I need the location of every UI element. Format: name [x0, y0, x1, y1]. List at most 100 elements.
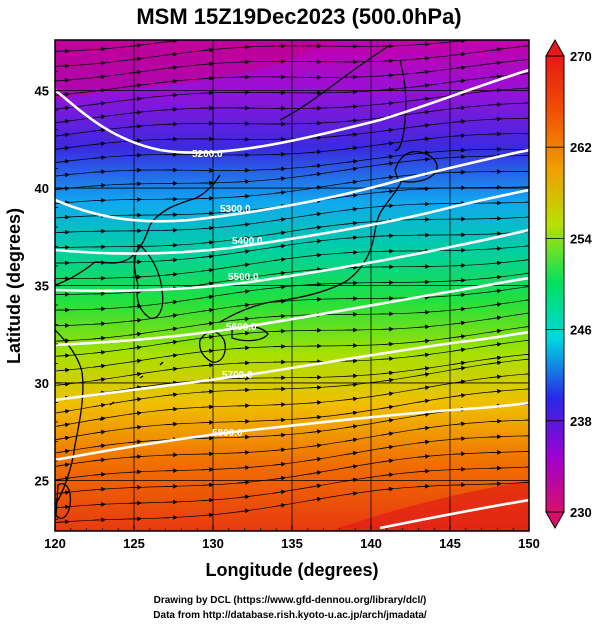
wind-arrow: [200, 211, 214, 216]
height-contours: [55, 68, 529, 530]
wind-arrow: [56, 229, 70, 235]
wind-arrow: [416, 454, 430, 459]
wind-arrow: [56, 435, 70, 441]
wind-arrow: [200, 240, 214, 245]
wind-arrow: [56, 353, 70, 358]
y-axis-label: Latitude (degrees): [4, 208, 24, 364]
wind-arrow: [236, 302, 250, 308]
wind-arrow: [524, 339, 529, 342]
wind-arrow: [128, 424, 142, 430]
wind-arrow: [416, 366, 430, 371]
credit-drawing: Drawing by DCL (https://www.gfd-dennou.o…: [154, 595, 427, 606]
wind-arrow: [416, 309, 430, 315]
wind-arrow: [380, 418, 394, 423]
colorbar-scale: [545, 55, 565, 513]
wind-arrow: [272, 284, 286, 290]
wind-arrow: [308, 414, 322, 420]
wind-arrow: [416, 136, 430, 142]
wind-arrow: [416, 338, 430, 344]
wind-arrow: [416, 385, 430, 391]
wind-arrow: [236, 235, 250, 241]
warm-pool-shading: [330, 480, 529, 531]
wind-arrow: [92, 169, 106, 175]
wind-arrow: [92, 335, 106, 341]
wind-arrow: [272, 489, 286, 495]
contour-label-5800: 5800.0: [212, 428, 243, 439]
wind-arrow: [308, 385, 322, 390]
wind-arrow: [416, 468, 430, 474]
wind-arrow: [272, 447, 286, 453]
wind-arrow: [344, 179, 358, 185]
wind-arrow: [416, 352, 430, 358]
wind-arrow: [488, 288, 502, 294]
wind-arrow: [200, 267, 214, 273]
wind-arrow: [344, 450, 358, 456]
wind-arrow: [524, 299, 529, 301]
wind-arrow: [308, 483, 322, 489]
wind-arrow: [164, 339, 178, 345]
x-tick-label: 145: [439, 536, 461, 551]
wind-arrow: [344, 166, 358, 172]
wind-arrow: [164, 392, 178, 398]
wind-arrow: [524, 326, 529, 328]
wind-arrow: [380, 444, 394, 450]
wind-arrow: [380, 141, 394, 146]
wind-arrow: [92, 101, 106, 106]
wind-arrow: [200, 47, 214, 53]
wind-arrow: [308, 281, 322, 287]
wind-arrow: [236, 262, 250, 268]
wind-arrow: [56, 63, 70, 69]
x-tick-label: 135: [281, 536, 303, 551]
y-tick-label: 45: [35, 84, 49, 99]
wind-arrow: [452, 278, 466, 283]
wind-arrow: [416, 439, 430, 445]
wind-arrow: [56, 449, 70, 454]
colorbar-tick-label: 254: [570, 231, 592, 246]
wind-arrow: [92, 74, 106, 80]
wind-arrow: [524, 353, 529, 355]
wind-arrow: [380, 356, 394, 362]
wind-arrow: [128, 385, 142, 390]
wind-arrow: [344, 437, 358, 443]
contour-label-5700: 5700.0: [222, 370, 253, 381]
wind-arrow: [200, 482, 214, 488]
wind-arrow: [272, 190, 286, 195]
wind-arrow: [488, 355, 502, 361]
wind-arrow: [236, 208, 250, 213]
wind-arrow: [56, 422, 70, 428]
wind-arrow: [164, 313, 178, 318]
grid-lines: [55, 40, 529, 531]
wind-arrow: [308, 211, 322, 217]
wind-arrow: [524, 388, 529, 390]
wind-arrow: [416, 123, 430, 128]
colorbar-tick-label: 270: [570, 49, 592, 64]
wind-arrow: [488, 231, 502, 237]
y-tick-label: 40: [35, 181, 49, 196]
wind-arrow: [344, 491, 358, 496]
wind-arrow: [200, 75, 214, 81]
credit-data: Data from http://database.rish.kyoto-u.a…: [153, 610, 427, 621]
wind-arrow: [452, 365, 466, 371]
wind-arrow: [344, 396, 358, 402]
wind-arrow: [236, 44, 250, 50]
wind-arrow: [236, 450, 250, 455]
wind-arrow: [236, 222, 250, 227]
colorbar-tick-label: 238: [570, 414, 592, 429]
wind-arrow: [128, 123, 142, 129]
wind-arrow: [236, 193, 250, 199]
wind-arrow: [524, 87, 529, 89]
wind-arrow: [452, 334, 466, 339]
wind-arrow: [380, 431, 394, 437]
wind-arrow: [56, 132, 70, 138]
wind-arrow: [272, 217, 286, 222]
y-axis-ticks: 25 30 35 40 45: [35, 51, 61, 520]
wind-arrow: [344, 373, 358, 379]
x-tick-label: 140: [360, 536, 382, 551]
wind-arrow: [380, 58, 394, 64]
wind-arrow: [308, 443, 322, 448]
wind-arrow: [488, 246, 502, 251]
wind-arrow: [488, 47, 502, 52]
wind-arrow: [164, 366, 178, 372]
colorbar-min-arrow: [545, 511, 565, 530]
wind-arrow: [92, 141, 106, 147]
